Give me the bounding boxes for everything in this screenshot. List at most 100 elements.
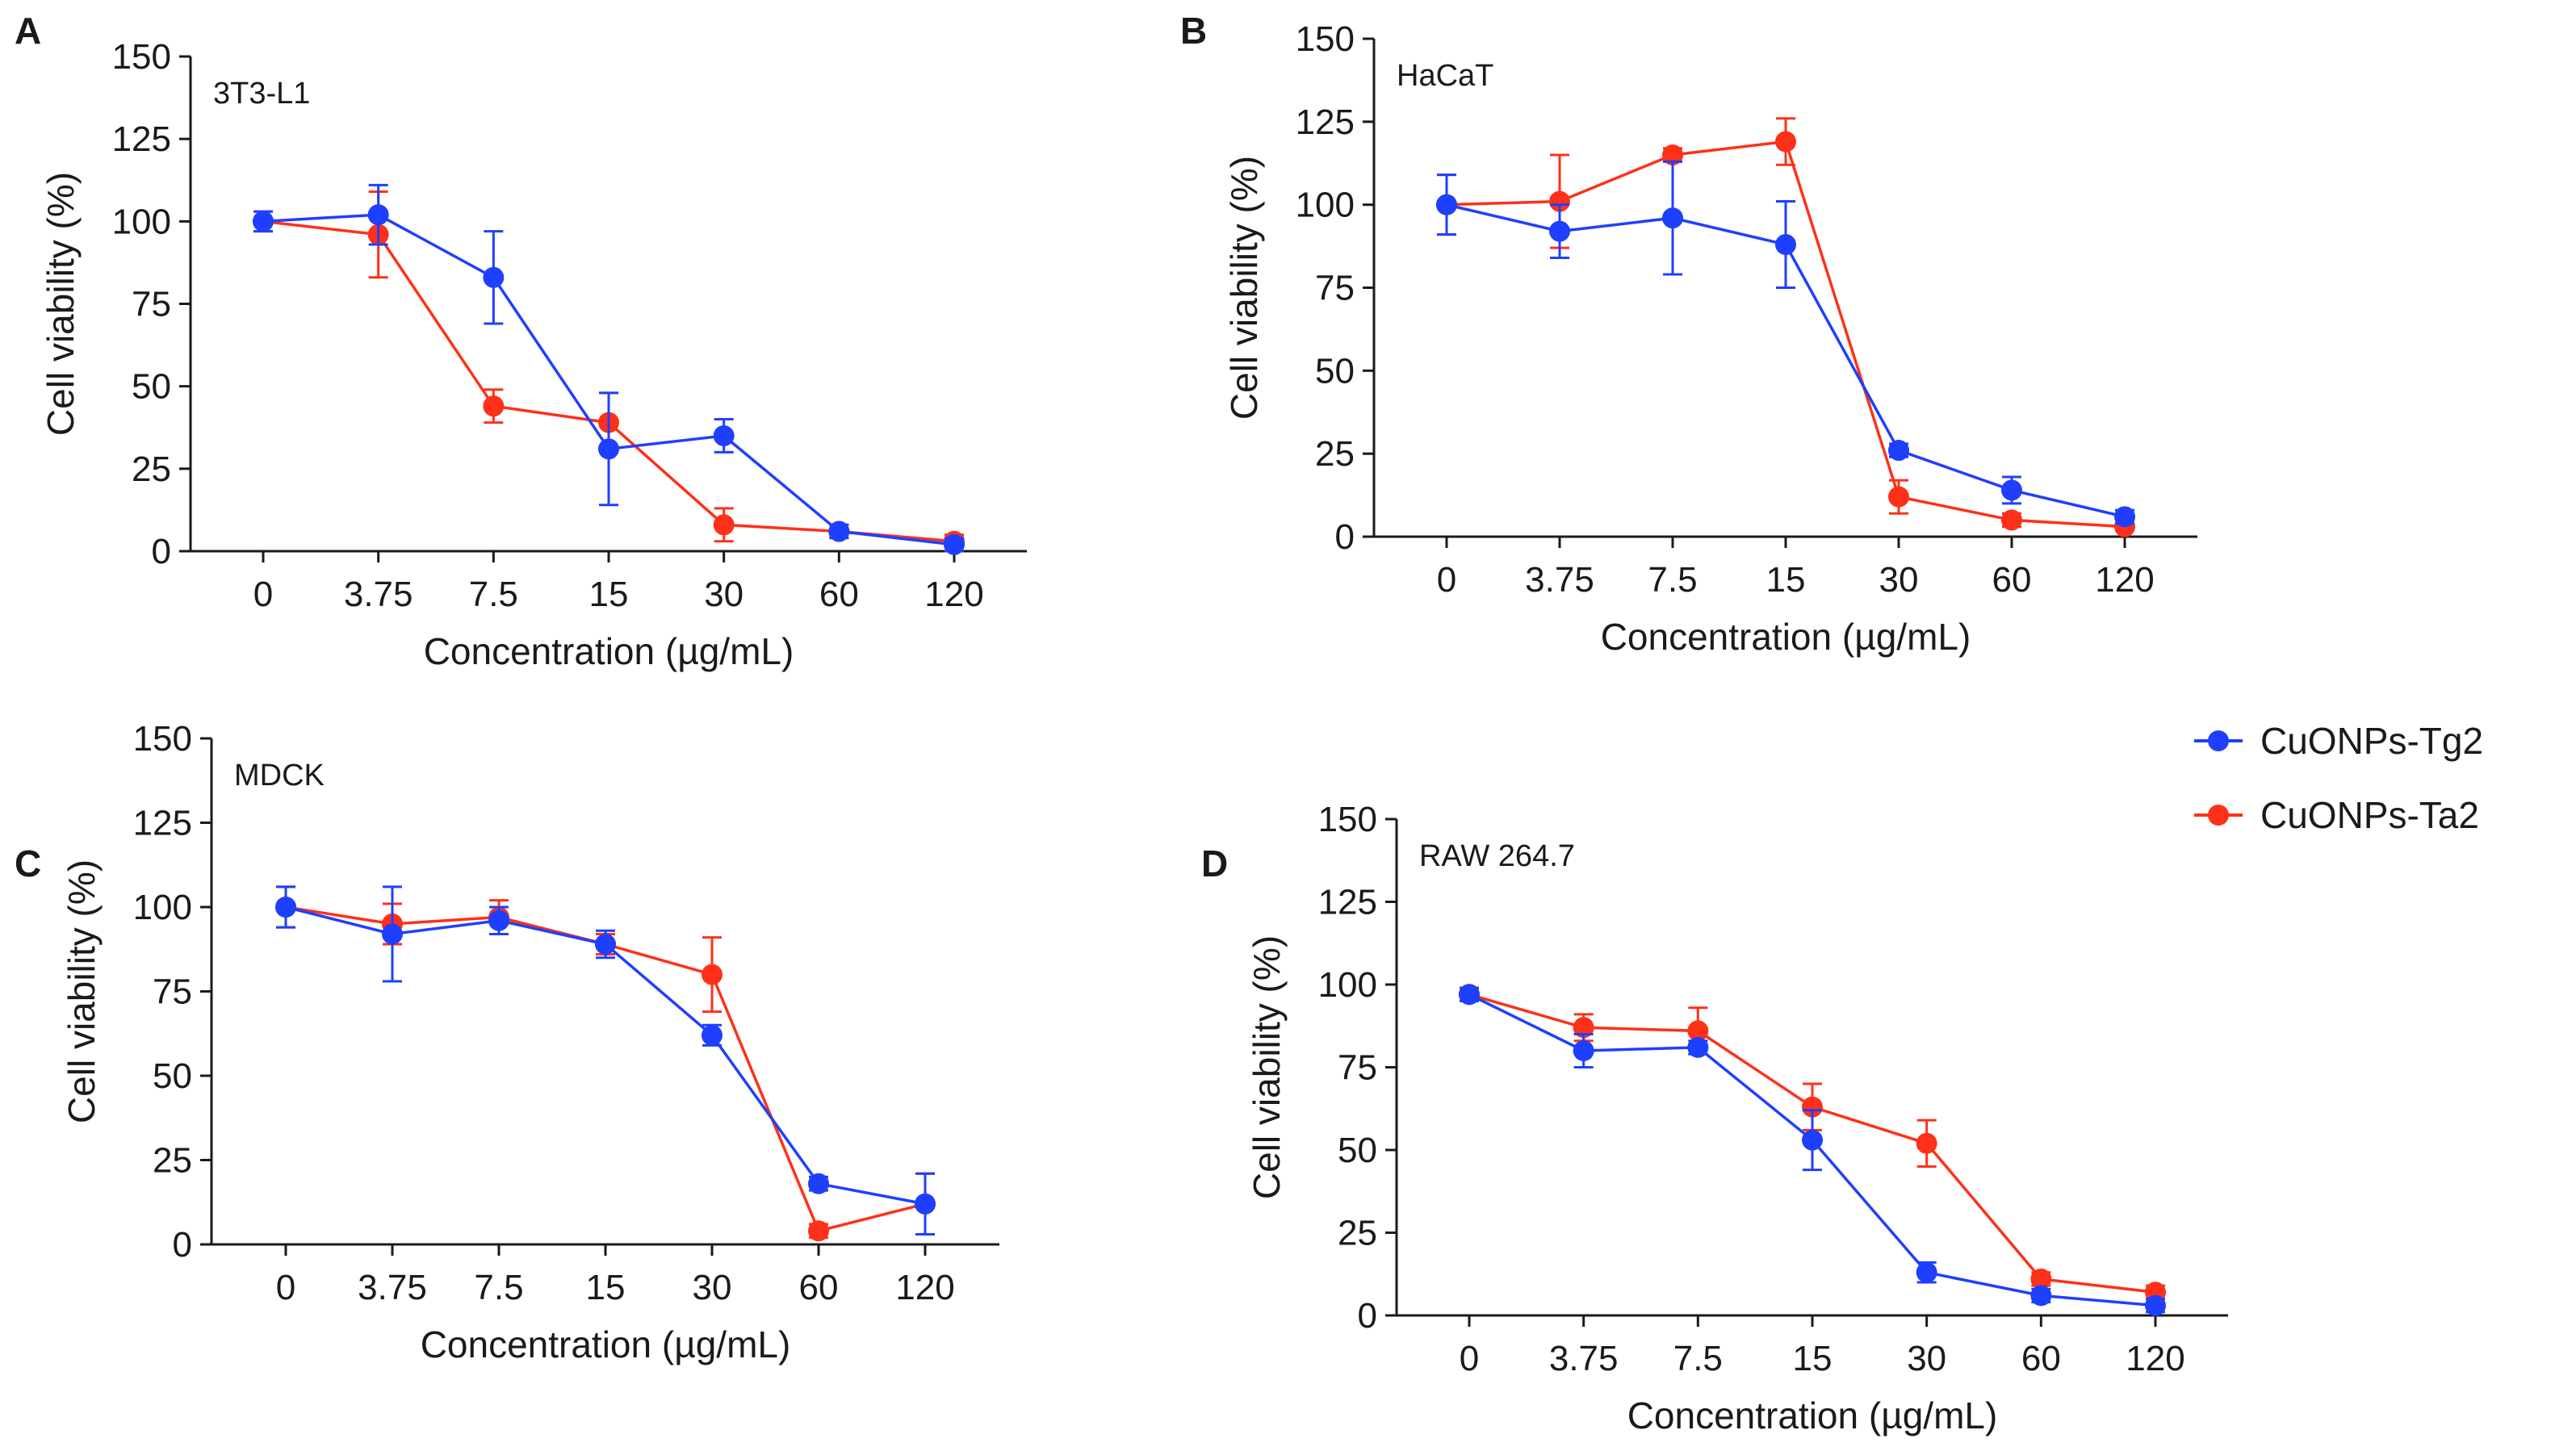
cell-line-label: MDCK xyxy=(234,759,325,792)
x-tick-label: 60 xyxy=(799,1268,839,1307)
data-point xyxy=(1916,1261,1937,1283)
legend-label-ta2: CuONPs-Ta2 xyxy=(2260,794,2479,836)
x-tick-label: 15 xyxy=(586,1268,626,1307)
data-point xyxy=(944,533,965,555)
legend-marker-tg2 xyxy=(2208,730,2229,751)
x-tick-label: 15 xyxy=(589,575,629,614)
series-cuonps-tg2 xyxy=(1459,984,2166,1316)
panel-letter-d: D xyxy=(1201,843,1228,884)
data-point xyxy=(1802,1096,1823,1118)
panel-letter-a: A xyxy=(15,10,41,52)
data-point xyxy=(595,933,616,955)
x-axis-title: Concentration (µg/mL) xyxy=(1601,616,1971,658)
data-point xyxy=(1916,1132,1937,1154)
panel-c-mdck: 0 25 50 75 100 125 150 0 3.75 7.5 15 30 60 120 Concent… xyxy=(61,719,999,1365)
y-tick-label: 0 xyxy=(173,1225,192,1265)
x-tick-label: 7.5 xyxy=(474,1268,523,1307)
data-point xyxy=(1573,1017,1594,1039)
y-axis-title: Cell viability (%) xyxy=(1223,156,1265,420)
y-tick-label: 0 xyxy=(1335,517,1355,557)
x-tick-label: 30 xyxy=(704,575,743,614)
data-point xyxy=(1549,220,1570,242)
y-tick-label: 150 xyxy=(1318,800,1377,839)
data-point xyxy=(1662,207,1683,229)
y-tick-label: 100 xyxy=(112,202,171,241)
y-tick-label: 50 xyxy=(153,1056,192,1096)
data-point xyxy=(1888,440,1909,462)
panel-letter-c: C xyxy=(15,843,41,884)
data-point xyxy=(808,1173,829,1194)
y-tick-label: 25 xyxy=(132,450,171,489)
x-tick-label: 0 xyxy=(253,575,273,614)
legend: CuONPs-Tg2 CuONPs-Ta2 xyxy=(2194,720,2483,836)
y-tick-label: 0 xyxy=(152,532,171,571)
panel-a-3t3-l1: 0 25 50 75 100 125 150 0 3.75 7.5 15 30 60 120 Concent… xyxy=(40,37,1027,672)
data-point xyxy=(598,438,619,460)
y-tick-label: 50 xyxy=(132,367,171,407)
y-tick-label: 125 xyxy=(112,119,171,159)
y-tick-label: 125 xyxy=(1318,883,1377,922)
data-point xyxy=(382,923,403,945)
cell-line-label: HaCaT xyxy=(1397,59,1493,93)
data-point xyxy=(1687,1036,1709,1058)
x-tick-label: 60 xyxy=(1992,560,2032,600)
y-tick-label: 50 xyxy=(1338,1131,1377,1170)
data-point xyxy=(1888,486,1909,508)
x-tick-label: 0 xyxy=(1437,560,1456,600)
x-tick-label: 3.75 xyxy=(358,1268,427,1307)
x-axis-title: Concentration (µg/mL) xyxy=(424,630,794,672)
x-tick-label: 120 xyxy=(2126,1339,2184,1378)
data-point xyxy=(1687,1020,1709,1042)
data-point xyxy=(2001,479,2022,501)
y-axis-title: Cell viability (%) xyxy=(40,172,82,436)
y-tick-label: 150 xyxy=(133,719,192,759)
y-tick-label: 75 xyxy=(132,285,171,324)
data-point xyxy=(2145,1294,2166,1316)
cell-line-label: 3T3-L1 xyxy=(213,77,310,111)
y-axis-title: Cell viability (%) xyxy=(1246,935,1288,1199)
y-tick-label: 150 xyxy=(1296,19,1355,59)
y-axis-title: Cell viability (%) xyxy=(61,859,103,1123)
x-tick-label: 30 xyxy=(693,1268,732,1307)
x-tick-label: 7.5 xyxy=(469,575,518,614)
data-point xyxy=(1436,194,1457,215)
data-point xyxy=(2001,509,2022,531)
x-tick-label: 15 xyxy=(1793,1339,1833,1378)
data-point xyxy=(828,521,850,542)
y-tick-label: 75 xyxy=(153,972,192,1012)
x-tick-label: 7.5 xyxy=(1648,560,1697,600)
x-tick-label: 0 xyxy=(276,1268,295,1307)
data-point xyxy=(1802,1129,1823,1151)
data-point xyxy=(1775,234,1796,256)
y-tick-label: 0 xyxy=(1358,1296,1377,1336)
y-tick-label: 125 xyxy=(133,804,192,843)
x-tick-label: 7.5 xyxy=(1673,1339,1723,1378)
y-tick-label: 150 xyxy=(112,37,171,77)
data-point xyxy=(1549,190,1570,212)
data-point xyxy=(808,1220,829,1242)
x-tick-label: 120 xyxy=(895,1268,954,1307)
data-point xyxy=(1459,984,1480,1006)
data-point xyxy=(1662,144,1683,165)
y-tick-label: 100 xyxy=(1296,186,1355,225)
data-point xyxy=(702,1024,723,1046)
data-point xyxy=(367,204,389,226)
x-tick-label: 3.75 xyxy=(1525,560,1594,600)
series-cuonps-ta2 xyxy=(1436,117,2135,537)
x-tick-label: 120 xyxy=(924,575,983,614)
x-axis-title: Concentration (µg/mL) xyxy=(1627,1395,1998,1436)
data-point xyxy=(1775,131,1796,153)
data-point xyxy=(702,964,723,985)
data-point xyxy=(1573,1040,1594,1061)
y-tick-label: 25 xyxy=(1315,434,1355,474)
y-tick-label: 25 xyxy=(1338,1214,1377,1253)
data-point xyxy=(915,1193,936,1215)
series-cuonps-tg2 xyxy=(275,885,936,1236)
x-axis-title: Concentration (µg/mL) xyxy=(421,1323,791,1365)
legend-item-ta2: CuONPs-Ta2 xyxy=(2194,794,2479,836)
data-point xyxy=(275,897,296,918)
data-point xyxy=(483,266,505,288)
y-tick-label: 125 xyxy=(1296,102,1355,142)
y-tick-label: 100 xyxy=(1318,965,1377,1005)
legend-label-tg2: CuONPs-Tg2 xyxy=(2260,720,2483,762)
